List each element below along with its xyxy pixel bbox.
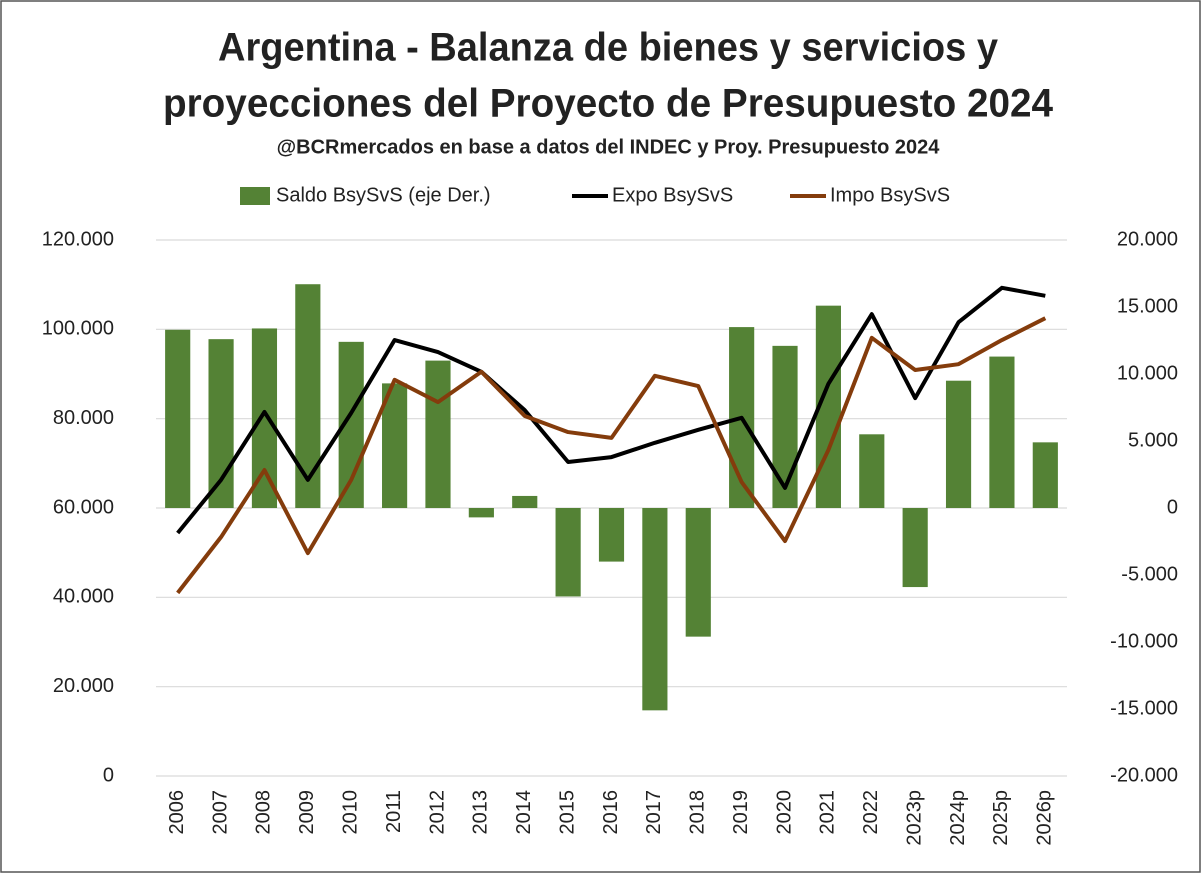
x-tick-label: 2022 — [860, 790, 882, 835]
x-tick-label: 2021 — [817, 790, 839, 835]
y2-tick-label: -20.000 — [1110, 764, 1178, 786]
x-tick-label: 2020 — [773, 790, 795, 835]
bar — [555, 508, 581, 597]
x-tick-label: 2023p — [903, 790, 925, 846]
x-tick-label: 2016 — [600, 790, 622, 835]
line — [176, 285, 1046, 535]
y-tick-label: 0 — [103, 764, 114, 786]
legend-swatch — [240, 187, 270, 205]
y-tick-label: 20.000 — [53, 675, 114, 697]
chart-title: proyecciones del Proyecto de Presupuesto… — [163, 82, 1054, 126]
y-tick-label: 80.000 — [53, 407, 114, 429]
x-tick-label: 2010 — [339, 790, 361, 835]
bar — [598, 508, 625, 562]
bar — [165, 329, 191, 508]
x-tick-label: 2018 — [687, 790, 709, 835]
y2-tick-label: 15.000 — [1117, 295, 1178, 317]
x-tick-label: 2013 — [470, 790, 492, 835]
bar — [859, 434, 885, 508]
y2-tick-label: 20.000 — [1117, 228, 1178, 250]
bar — [772, 345, 798, 508]
y-tick-label: 100.000 — [42, 318, 114, 340]
bar — [945, 380, 972, 508]
bar — [1032, 442, 1058, 508]
x-tick-label: 2017 — [643, 790, 665, 835]
y2-tick-label: 0 — [1167, 496, 1178, 518]
legend-label: Saldo BsySvS (eje Der.) — [276, 184, 491, 206]
y2-tick-label: -15.000 — [1110, 697, 1178, 719]
x-tick-label: 2012 — [426, 790, 448, 835]
x-tick-label: 2006 — [166, 790, 188, 835]
y2-tick-label: 10.000 — [1117, 362, 1178, 384]
chart-title: Argentina - Balanza de bienes y servicio… — [218, 26, 999, 70]
y2-tick-label: -5.000 — [1121, 563, 1178, 585]
x-tick-label: 2008 — [253, 790, 275, 835]
y2-tick-label: -10.000 — [1110, 630, 1178, 652]
bar — [425, 360, 451, 508]
y-tick-label: 60.000 — [53, 496, 114, 518]
x-tick-label: 2014 — [513, 790, 535, 835]
bar — [512, 495, 538, 508]
x-tick-label: 2011 — [383, 790, 405, 833]
y2-tick-label: 5.000 — [1128, 429, 1178, 451]
bar — [989, 356, 1015, 508]
x-tick-label: 2026p — [1034, 790, 1056, 846]
x-tick-label: 2007 — [209, 790, 231, 835]
legend-label: Expo BsySvS — [612, 184, 733, 206]
x-tick-label: 2024p — [947, 790, 969, 846]
bar — [251, 328, 278, 508]
x-tick-label: 2009 — [296, 790, 318, 835]
bar — [295, 284, 321, 508]
y-tick-label: 40.000 — [53, 586, 114, 608]
x-tick-label: 2019 — [730, 790, 752, 835]
bar — [642, 508, 668, 711]
y-tick-label: 120.000 — [42, 228, 114, 250]
bar — [685, 508, 711, 637]
x-tick-label: 2015 — [556, 790, 578, 835]
bar — [902, 508, 928, 588]
x-tick-label: 2025p — [990, 790, 1012, 846]
legend-label: Impo BsySvS — [830, 184, 950, 206]
chart-subtitle: @BCRmercados en base a datos del INDEC y… — [277, 136, 941, 158]
bar — [468, 508, 494, 518]
line — [176, 316, 1047, 595]
